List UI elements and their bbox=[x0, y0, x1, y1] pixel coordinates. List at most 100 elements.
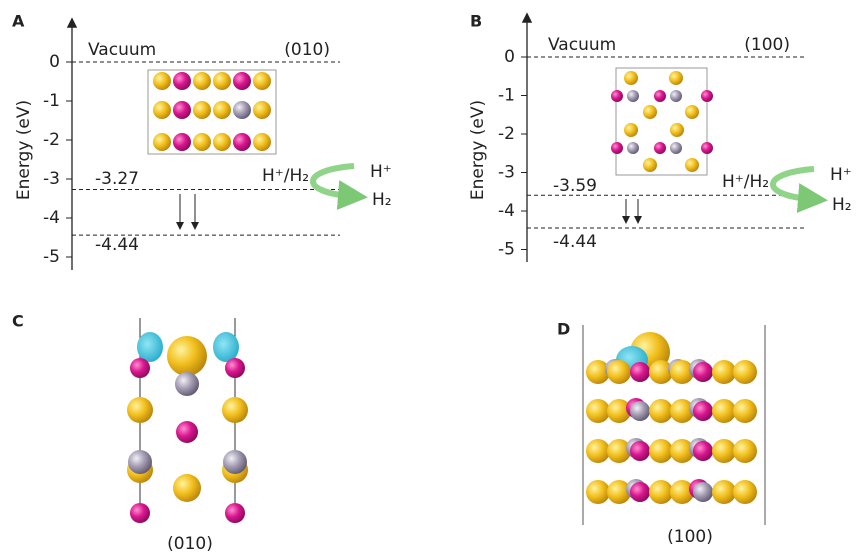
atom bbox=[669, 71, 683, 85]
atom bbox=[175, 372, 199, 396]
atom bbox=[130, 358, 150, 378]
atom bbox=[693, 441, 713, 461]
atom bbox=[611, 142, 623, 154]
atom bbox=[693, 482, 713, 502]
panels: AEnergy (eV)0-1-2-3-4-5Vacuum(010)-3.27-… bbox=[12, 12, 852, 552]
atom bbox=[654, 142, 666, 154]
atom bbox=[630, 362, 650, 382]
level-label: -3.59 bbox=[553, 176, 597, 196]
atom bbox=[733, 439, 757, 463]
page: {"panels": [ {"label": "A", "y_axis_labe… bbox=[0, 0, 857, 552]
atom bbox=[701, 142, 713, 154]
facet-label: (010) bbox=[284, 40, 330, 60]
reaction-arrow bbox=[313, 166, 354, 196]
atom bbox=[173, 474, 201, 502]
reactant: H⁺ bbox=[830, 165, 852, 185]
atom bbox=[630, 482, 650, 502]
atom bbox=[712, 480, 736, 504]
facet-label: (100) bbox=[744, 35, 790, 55]
panel-label: C bbox=[12, 312, 24, 331]
atom bbox=[607, 360, 631, 384]
figure: AEnergy (eV)0-1-2-3-4-5Vacuum(010)-3.27-… bbox=[0, 0, 857, 552]
y-tick-label: -4 bbox=[498, 201, 515, 221]
atom bbox=[624, 123, 638, 137]
caption: (100) bbox=[667, 527, 713, 547]
atom bbox=[153, 133, 171, 151]
atom bbox=[225, 358, 245, 378]
atom bbox=[712, 360, 736, 384]
atom bbox=[649, 439, 673, 463]
redox-couple: H⁺/H₂ bbox=[722, 172, 769, 192]
panel-label: D bbox=[557, 320, 570, 339]
atom bbox=[253, 72, 271, 90]
atom bbox=[624, 71, 638, 85]
atom bbox=[586, 399, 610, 423]
atom bbox=[173, 72, 191, 90]
atom bbox=[630, 441, 650, 461]
atom bbox=[127, 397, 153, 423]
atom bbox=[225, 503, 245, 523]
atom bbox=[712, 399, 736, 423]
y-axis-label: Energy (eV) bbox=[14, 100, 34, 200]
atom bbox=[173, 101, 191, 119]
atom bbox=[586, 439, 610, 463]
atom bbox=[649, 480, 673, 504]
y-tick-label: -4 bbox=[43, 208, 60, 228]
atom bbox=[213, 133, 231, 151]
y-axis-label: Energy (eV) bbox=[468, 100, 488, 200]
y-tick-label: -1 bbox=[498, 86, 515, 106]
atom bbox=[693, 401, 713, 421]
redox-couple: H⁺/H₂ bbox=[262, 166, 309, 186]
atom bbox=[253, 101, 271, 119]
atom bbox=[173, 133, 191, 151]
atom bbox=[193, 101, 211, 119]
y-tick-label: -1 bbox=[43, 91, 60, 111]
atom bbox=[153, 101, 171, 119]
y-tick-label: -5 bbox=[43, 247, 60, 267]
atom bbox=[130, 503, 150, 523]
atom bbox=[153, 72, 171, 90]
level-label: -4.44 bbox=[95, 235, 139, 255]
atom bbox=[670, 90, 682, 102]
atom bbox=[233, 133, 251, 151]
atom bbox=[233, 101, 251, 119]
atom bbox=[649, 399, 673, 423]
level-label: -4.44 bbox=[553, 232, 597, 252]
atom bbox=[654, 90, 666, 102]
y-tick-label: -2 bbox=[43, 130, 60, 150]
atom bbox=[685, 105, 699, 119]
y-tick-label: -5 bbox=[498, 240, 515, 260]
atom bbox=[643, 105, 657, 119]
panel-label: A bbox=[12, 12, 25, 31]
y-tick-label: 0 bbox=[504, 47, 515, 67]
product: H₂ bbox=[372, 190, 392, 210]
atom bbox=[712, 439, 736, 463]
atom bbox=[193, 72, 211, 90]
atom bbox=[611, 90, 623, 102]
atom bbox=[685, 158, 699, 172]
atom bbox=[193, 133, 211, 151]
atom bbox=[733, 399, 757, 423]
atom bbox=[627, 142, 639, 154]
y-tick-label: 0 bbox=[49, 52, 60, 72]
atom bbox=[693, 362, 713, 382]
vacuum-label: Vacuum bbox=[88, 40, 156, 60]
atom bbox=[733, 360, 757, 384]
vacuum-label: Vacuum bbox=[548, 35, 616, 55]
reaction-arrow bbox=[773, 169, 814, 199]
charge-cyan bbox=[137, 332, 163, 362]
atom bbox=[701, 90, 713, 102]
atom bbox=[670, 142, 682, 154]
atom bbox=[733, 480, 757, 504]
product: H₂ bbox=[832, 195, 852, 215]
atom bbox=[176, 421, 198, 443]
caption: (010) bbox=[167, 534, 213, 552]
atom bbox=[670, 123, 684, 137]
atom bbox=[167, 336, 207, 376]
atom bbox=[643, 158, 657, 172]
panel-label: B bbox=[470, 12, 482, 31]
y-tick-label: -2 bbox=[498, 124, 515, 144]
atom bbox=[128, 450, 152, 474]
atom bbox=[213, 101, 231, 119]
atom bbox=[223, 450, 247, 474]
